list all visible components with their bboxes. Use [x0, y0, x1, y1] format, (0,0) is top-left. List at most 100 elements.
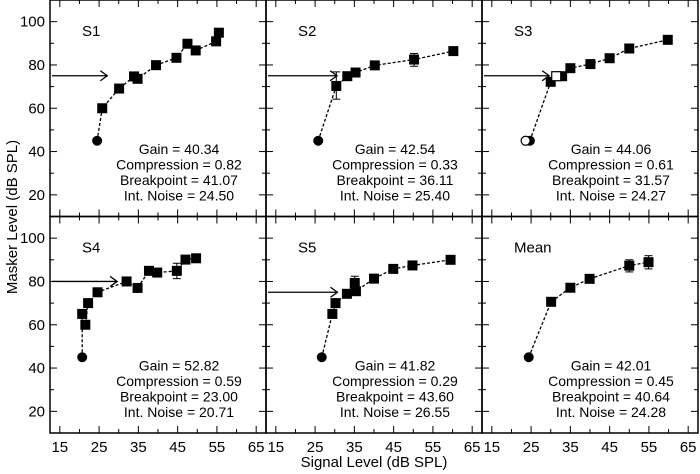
panel-title: S5 — [298, 240, 316, 257]
stat-line: Breakpoint = 41.07 — [120, 172, 238, 188]
stat-line: Int. Noise = 20.71 — [124, 404, 234, 420]
x-tick-label: 25 — [91, 439, 108, 456]
data-square — [546, 296, 557, 307]
data-square — [97, 103, 108, 114]
x-tick-label: 15 — [483, 439, 500, 456]
data-square — [604, 53, 615, 64]
data-square — [121, 276, 132, 287]
y-tick-label: 100 — [20, 14, 45, 31]
panel-title: S4 — [82, 240, 100, 257]
data-square — [643, 257, 654, 268]
data-square — [151, 60, 162, 71]
arrow-head — [329, 70, 339, 82]
x-tick-label: 55 — [209, 439, 226, 456]
x-tick-label: 55 — [425, 439, 442, 456]
y-tick-label: 40 — [28, 144, 45, 161]
y-tick-label: 60 — [28, 100, 45, 117]
stat-line: Gain = 40.34 — [139, 141, 220, 157]
data-square — [171, 265, 182, 276]
y-tick-label: 20 — [28, 187, 45, 204]
stat-line: Compression = 0.29 — [332, 373, 458, 389]
stat-line: Gain = 41.82 — [355, 358, 436, 374]
y-tick-label: 60 — [28, 317, 45, 334]
arrow-head — [109, 275, 119, 287]
stat-line: Int. Noise = 26.55 — [340, 404, 450, 420]
data-open-square — [551, 71, 562, 82]
x-axis-title: Signal Level (dB SPL) — [301, 454, 448, 471]
data-square — [211, 36, 222, 47]
stat-line: Breakpoint = 36.11 — [337, 172, 454, 188]
data-circle — [92, 135, 103, 146]
data-square — [327, 308, 338, 319]
data-square — [565, 282, 576, 293]
data-square — [180, 254, 191, 265]
data-square — [114, 83, 125, 94]
data-square — [83, 298, 94, 309]
data-square — [132, 73, 143, 84]
data-circle — [316, 352, 327, 363]
panel-title: S3 — [514, 23, 532, 40]
data-square — [152, 267, 163, 278]
panel-mean: 15 25 35 45 55 65 Mean Gain = 42.01Compression … — [481, 215, 699, 456]
stat-line: Gain = 44.06 — [571, 141, 652, 157]
data-square — [445, 254, 456, 265]
y-axis-title: Masker Level (dB SPL) — [4, 140, 21, 294]
y-tick-label: 100 — [20, 230, 45, 247]
x-tick-label: 45 — [385, 439, 402, 456]
arrow-head — [99, 70, 109, 82]
x-tick-label: 35 — [346, 439, 363, 456]
stat-line: Gain = 52.82 — [139, 358, 220, 374]
data-square — [545, 76, 556, 87]
data-square — [182, 38, 193, 49]
x-tick-label: 25 — [307, 439, 324, 456]
data-square — [350, 67, 361, 78]
data-square — [171, 52, 182, 63]
data-square — [624, 43, 635, 54]
data-square — [409, 54, 420, 65]
data-square — [80, 319, 91, 330]
stat-line: Gain = 42.01 — [571, 358, 652, 374]
x-tick-label: 45 — [601, 439, 618, 456]
data-square — [350, 286, 361, 297]
stat-line: Int. Noise = 24.27 — [556, 188, 666, 204]
data-square — [132, 282, 143, 293]
stat-line: Breakpoint = 43.60 — [336, 389, 454, 405]
data-square — [191, 253, 202, 264]
x-tick-label: 65 — [248, 439, 265, 456]
data-square — [624, 260, 635, 271]
x-tick-label: 35 — [130, 439, 147, 456]
y-tick-label: 20 — [28, 403, 45, 420]
data-square — [369, 273, 379, 284]
y-tick-label: 80 — [28, 273, 45, 290]
y-tick-label: 80 — [28, 57, 45, 74]
x-tick-label: 15 — [51, 439, 68, 456]
data-square — [448, 46, 459, 57]
panel-title: S1 — [82, 23, 100, 40]
panel-title: Mean — [514, 240, 552, 257]
fit-line — [529, 39, 668, 141]
x-tick-label: 65 — [464, 439, 481, 456]
data-square — [331, 80, 342, 91]
data-square — [349, 277, 360, 288]
data-square — [213, 27, 224, 38]
stat-line: Compression = 0.82 — [116, 157, 242, 173]
fit-line — [321, 259, 451, 358]
data-square — [407, 260, 418, 271]
data-circle — [77, 352, 88, 363]
data-square — [584, 273, 595, 284]
panel-title: S2 — [298, 23, 316, 40]
stat-line: Compression = 0.61 — [548, 157, 674, 173]
x-tick-label: 35 — [562, 439, 579, 456]
data-square — [585, 59, 596, 70]
y-tick-label: 40 — [28, 360, 45, 377]
stat-line: Compression = 0.33 — [332, 157, 458, 173]
stat-line: Breakpoint = 31.57 — [552, 172, 670, 188]
data-square — [342, 71, 353, 82]
data-open-circle — [520, 135, 531, 146]
stat-line: Breakpoint = 40.64 — [552, 389, 670, 405]
x-tick-label: 55 — [641, 439, 658, 456]
